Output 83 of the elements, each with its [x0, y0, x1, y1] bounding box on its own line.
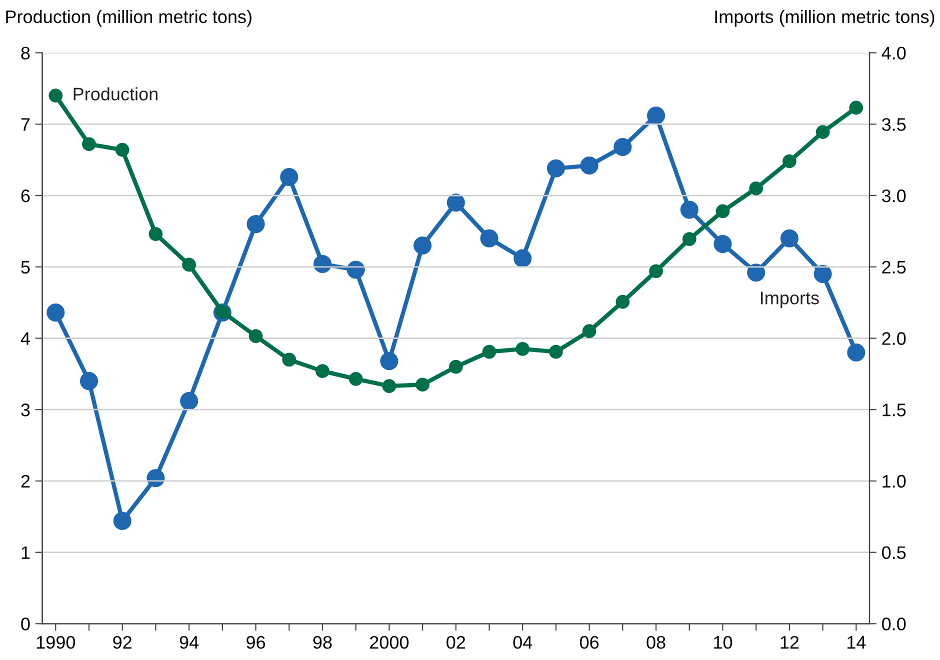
point [682, 232, 696, 246]
point [716, 204, 730, 218]
y-tick-label: 6 [21, 189, 30, 202]
point [480, 229, 498, 248]
point [616, 294, 630, 309]
y2-tick-label: 0.5 [882, 546, 906, 560]
y-tick-label: 1 [22, 546, 30, 559]
point [549, 344, 563, 359]
y2-tick-label: 2.5 [882, 260, 906, 274]
point [780, 229, 798, 248]
x-tick-label: 98 [313, 636, 332, 649]
point [849, 100, 864, 115]
point [816, 125, 830, 139]
point [448, 360, 463, 374]
point [380, 352, 398, 370]
series-label: Imports [761, 292, 819, 308]
point [749, 181, 764, 196]
point [115, 142, 130, 157]
y-tick-label: 2 [21, 474, 30, 488]
y2-tick-label: 1.5 [882, 404, 906, 416]
point [814, 264, 832, 284]
y-tick-label: 3 [21, 404, 30, 416]
point [146, 469, 165, 488]
point [516, 342, 530, 356]
y2-tick-label: 2.0 [882, 332, 906, 345]
x-tick-label: 02 [446, 636, 466, 649]
point [148, 227, 163, 242]
point [416, 378, 430, 392]
point [647, 106, 666, 125]
point [446, 194, 465, 212]
x-tick-label: 1990 [36, 636, 76, 649]
point [546, 159, 565, 178]
point [316, 364, 330, 378]
point [414, 236, 432, 255]
point [80, 372, 98, 390]
point [246, 215, 265, 234]
point [182, 258, 196, 272]
y2-tick-label: 1.0 [882, 474, 906, 488]
point [714, 235, 732, 254]
point [282, 352, 296, 367]
point [614, 138, 632, 156]
x-tick-label: 12 [780, 636, 799, 649]
point [46, 304, 65, 322]
point [82, 137, 96, 152]
point [382, 379, 396, 394]
point [582, 324, 596, 338]
point [280, 168, 298, 186]
x-tick-label: 94 [180, 636, 199, 649]
y-tick-label: 4 [20, 332, 30, 345]
y2-tick-label: 0.0 [882, 618, 906, 630]
x-tick-label: 04 [513, 636, 532, 649]
point [649, 264, 663, 278]
y-axis-title: Production (million metric tons) [6, 10, 252, 27]
y2-tick-label: 3.5 [882, 118, 906, 131]
point [680, 200, 698, 219]
point [113, 512, 132, 530]
point [580, 156, 598, 175]
point [847, 343, 866, 362]
point [348, 372, 363, 386]
point [482, 344, 496, 359]
point [346, 260, 365, 279]
y-tick-label: 0 [21, 618, 30, 630]
point [782, 154, 796, 168]
y-tick-label: 5 [21, 261, 30, 274]
y-tick-label: 7 [21, 118, 30, 131]
x-tick-label: 2000 [370, 636, 409, 649]
point [248, 329, 263, 344]
x-tick-label: 08 [646, 636, 666, 649]
point [313, 255, 332, 274]
point [747, 264, 766, 282]
y-tick-label: 8 [21, 46, 30, 60]
x-tick-label: 92 [113, 636, 132, 649]
point [48, 88, 63, 103]
y2-axis-title: Imports (million metric tons) [715, 10, 934, 27]
x-tick-label: 96 [246, 636, 266, 649]
y2-tick-label: 3.0 [882, 189, 906, 202]
x-tick-label: 06 [580, 636, 599, 649]
x-tick-label: 10 [714, 636, 732, 649]
point [180, 392, 198, 410]
point [514, 249, 532, 268]
x-tick-label: 14 [847, 636, 866, 649]
y2-tick-label: 4.0 [882, 46, 906, 60]
series-label: Production [74, 87, 158, 100]
